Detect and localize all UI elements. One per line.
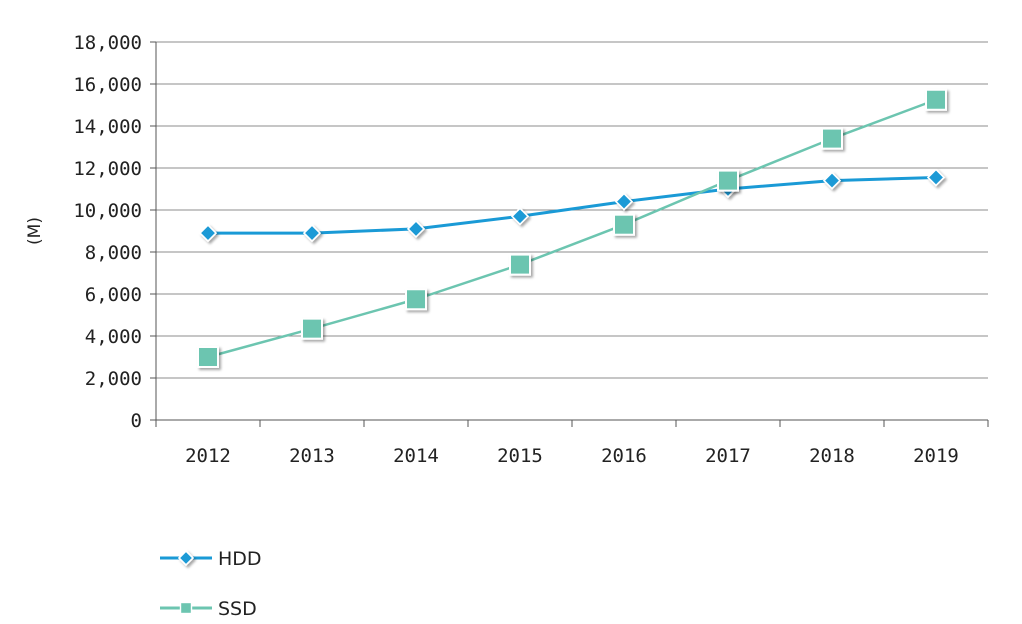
x-tick-label: 2013 bbox=[289, 445, 335, 467]
data-point-hdd-2015 bbox=[510, 207, 530, 226]
data-point-ssd-2019 bbox=[925, 88, 947, 111]
legend-swatch-marker bbox=[179, 601, 193, 615]
data-point-ssd-2016 bbox=[613, 213, 635, 236]
y-tick-label: 14,000 bbox=[73, 116, 142, 138]
y-tick-label: 8,000 bbox=[85, 242, 142, 264]
y-tick-label: 16,000 bbox=[73, 74, 142, 96]
data-point-hdd-2019 bbox=[926, 168, 946, 187]
data-point-hdd-2012 bbox=[198, 223, 218, 243]
legend-label: SSD bbox=[218, 598, 257, 620]
y-tick-label: 0 bbox=[131, 410, 142, 432]
axes bbox=[150, 41, 989, 427]
y-tick-labels: 0 2,000 4,000 6,000 8,000 10,000 12,000 14,000 1… bbox=[73, 32, 142, 432]
legend-entry-hdd: HDD bbox=[160, 548, 262, 570]
y-tick-label: 18,000 bbox=[73, 32, 142, 54]
series-hdd bbox=[198, 168, 946, 243]
x-tick-label: 2017 bbox=[705, 445, 751, 467]
data-point-ssd-2013 bbox=[301, 317, 323, 340]
x-tick-label: 2019 bbox=[913, 445, 959, 467]
x-tick-label: 2018 bbox=[809, 445, 855, 467]
series bbox=[197, 88, 947, 368]
y-axis-label: (M) bbox=[25, 217, 45, 245]
legend: HDD SSD bbox=[160, 548, 262, 620]
x-tick-label: 2016 bbox=[601, 445, 647, 467]
data-point-ssd-2017 bbox=[717, 169, 739, 192]
y-tick-label: 6,000 bbox=[85, 284, 142, 306]
series-ssd bbox=[197, 88, 947, 368]
data-point-hdd-2016 bbox=[614, 192, 634, 211]
y-tick-label: 10,000 bbox=[73, 200, 142, 222]
data-point-ssd-2018 bbox=[821, 127, 843, 150]
y-tick-label: 4,000 bbox=[85, 326, 142, 348]
series-line-ssd bbox=[207, 98, 937, 359]
series-line-hdd bbox=[208, 175, 937, 235]
legend-label: HDD bbox=[218, 548, 262, 570]
data-point-hdd-2013 bbox=[302, 223, 322, 243]
data-point-hdd-2018 bbox=[822, 171, 842, 190]
data-point-ssd-2015 bbox=[509, 253, 531, 276]
data-point-hdd-2014 bbox=[406, 219, 426, 239]
data-point-ssd-2012 bbox=[197, 346, 219, 368]
data-point-ssd-2014 bbox=[405, 288, 427, 311]
x-tick-label: 2012 bbox=[185, 445, 231, 467]
legend-swatch-marker bbox=[177, 549, 195, 567]
y-tick-label: 2,000 bbox=[85, 368, 142, 390]
x-tick-label: 2015 bbox=[497, 445, 543, 467]
y-tick-label: 12,000 bbox=[73, 158, 142, 180]
legend-entry-ssd: SSD bbox=[160, 598, 257, 620]
x-tick-label: 2014 bbox=[393, 445, 439, 467]
x-tick-labels: 2012 2013 2014 2015 2016 2017 2018 2019 bbox=[185, 445, 959, 467]
